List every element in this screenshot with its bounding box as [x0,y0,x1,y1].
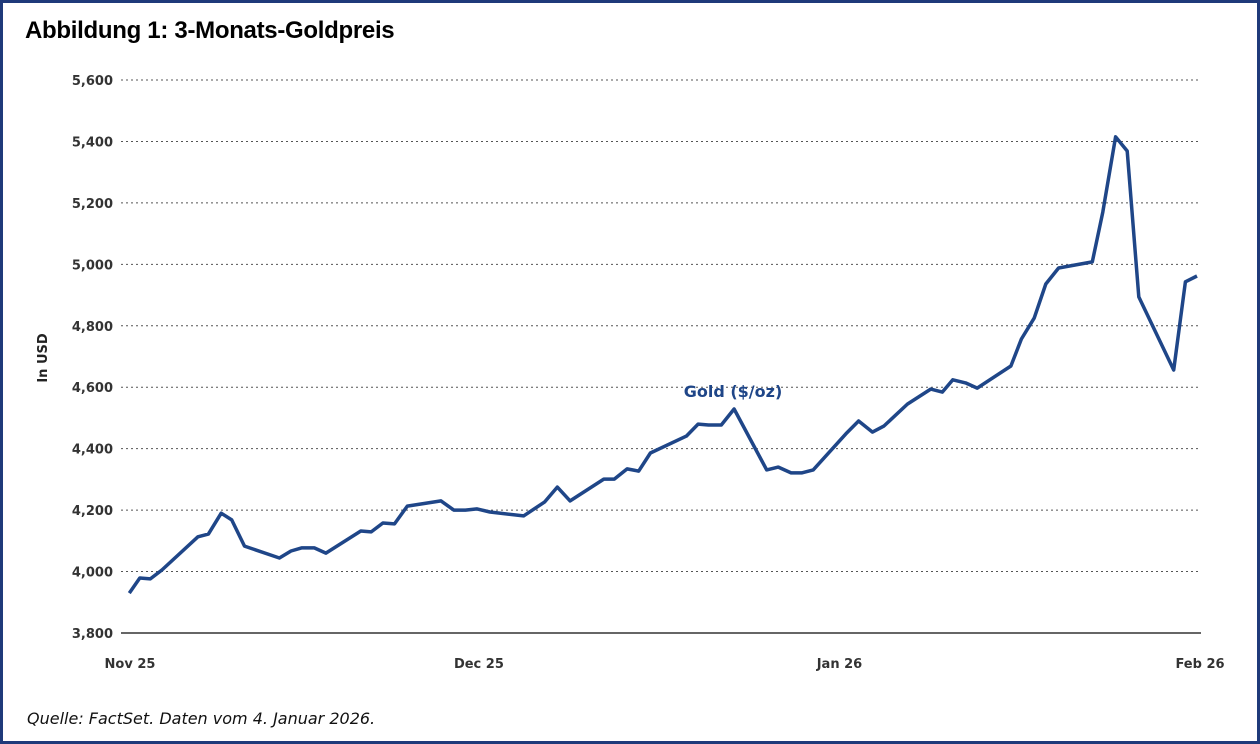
series-label: Gold ($/oz) [684,382,783,401]
y-tick-label: 3,800 [72,627,113,642]
source-note: Quelle: FactSet. Daten vom 4. Januar 202… [27,709,376,728]
y-tick-label: 4,600 [72,381,113,396]
x-tick-label: Dec 25 [454,657,504,672]
line-chart: 3,800 4,000 4,200 4,400 4,600 4,800 5,000 5,200… [36,74,1225,672]
x-tick-label: Feb 26 [1175,657,1224,672]
x-tick-label: Jan 26 [816,657,862,672]
y-tick-label: 5,200 [72,197,113,212]
chart-title: Abbildung 1: 3-Monats-Goldpreis [25,17,395,44]
y-tick-label: 4,800 [72,320,113,335]
y-axis-label: In USD [36,333,51,383]
y-tick-label: 5,000 [72,258,113,273]
y-tick-label: 4,400 [72,443,113,458]
y-tick-label: 4,200 [72,504,113,519]
gold-price-line [127,135,1198,595]
y-tick-label: 5,400 [72,135,113,150]
x-tick-label: Nov 25 [105,657,156,672]
y-tick-label: 5,600 [72,74,113,89]
y-tick-label: 4,000 [72,566,113,581]
